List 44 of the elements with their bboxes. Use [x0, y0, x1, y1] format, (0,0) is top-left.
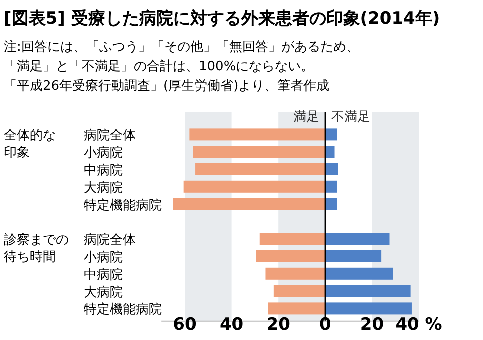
bar: [274, 285, 326, 298]
bar: [173, 198, 326, 210]
x-tick-label: 20: [266, 315, 291, 335]
y-tick-label: 病院全体: [84, 233, 136, 248]
bar: [260, 233, 326, 246]
bar: [193, 146, 326, 158]
y-tick-label: 病院全体: [84, 128, 136, 144]
bar: [325, 250, 382, 262]
series-label: 不満足: [331, 110, 370, 125]
bar: [325, 198, 338, 210]
y-tick-label: 大病院: [84, 180, 123, 196]
y-tick-label: 小病院: [84, 146, 123, 162]
y-tick-label: 中病院: [84, 268, 123, 283]
text: 全体的な印象: [4, 128, 56, 161]
bar: [325, 146, 335, 158]
x-tick-label: 20: [360, 315, 384, 335]
x-tick-label: 40: [220, 315, 244, 335]
y-tick-label: 中病院: [84, 164, 123, 178]
bar: [184, 180, 326, 193]
x-tick-label: 40 %: [396, 315, 442, 335]
bar: [325, 233, 390, 246]
bar: [325, 128, 338, 141]
bar: [190, 128, 326, 141]
bar: [268, 302, 326, 315]
chart-title: [図表5] 受療した病院に対する外来患者の印象(2014年): [4, 9, 440, 29]
y-tick-label: 小病院: [84, 250, 123, 266]
y-tick-label: 大病院: [84, 285, 123, 300]
bar: [325, 164, 338, 176]
bar: [266, 268, 326, 280]
text: 診察までの待ち時間: [4, 232, 69, 266]
series-label: 満足: [293, 110, 320, 125]
bar: [325, 285, 411, 298]
bar: [196, 164, 326, 176]
bar: [325, 268, 394, 280]
bar: [256, 250, 326, 262]
text: 「平成26年受療行動調査」(厚生労働省)より、筆者作成: [4, 79, 330, 94]
text: 「満足」と「不満足」の合計は、100%にならない。: [4, 60, 314, 74]
bar: [325, 180, 338, 193]
x-tick-label: 60: [173, 315, 197, 335]
y-tick-label: 特定機能病院: [84, 302, 162, 318]
y-tick-label: 特定機能病院: [84, 198, 162, 214]
bar: [325, 302, 412, 315]
x-tick-label: 0: [319, 315, 332, 335]
text: 注:回答には、「ふつう」「その他」「無回答」があるため、: [4, 40, 360, 55]
